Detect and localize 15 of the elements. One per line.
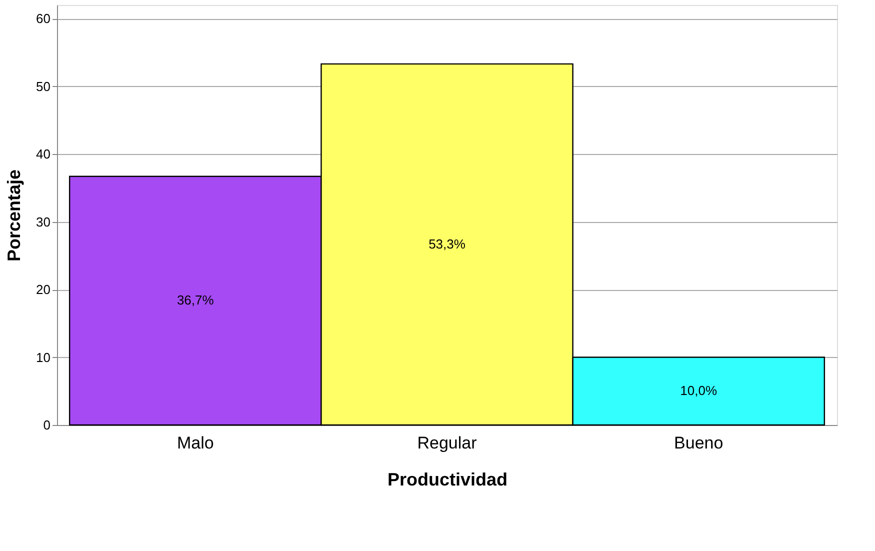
x-axis-title: Productividad bbox=[387, 470, 508, 490]
data-label: 10,0% bbox=[680, 383, 718, 398]
y-tick-label: 20 bbox=[36, 282, 50, 298]
y-tick-label: 50 bbox=[36, 78, 50, 94]
y-tick-label: 30 bbox=[36, 214, 50, 230]
x-tick-label: Malo bbox=[176, 434, 214, 452]
y-tick-label: 40 bbox=[36, 146, 50, 162]
y-axis-title: Porcentaje bbox=[4, 169, 24, 262]
x-tick-label: Regular bbox=[417, 434, 478, 452]
y-tick-label: 0 bbox=[43, 418, 50, 432]
y-tick-label: 60 bbox=[36, 11, 50, 26]
x-tick-label: Bueno bbox=[674, 434, 724, 452]
y-tick-label: 10 bbox=[36, 350, 50, 365]
data-label: 53,3% bbox=[428, 236, 466, 252]
data-label: 36,7% bbox=[176, 292, 214, 308]
